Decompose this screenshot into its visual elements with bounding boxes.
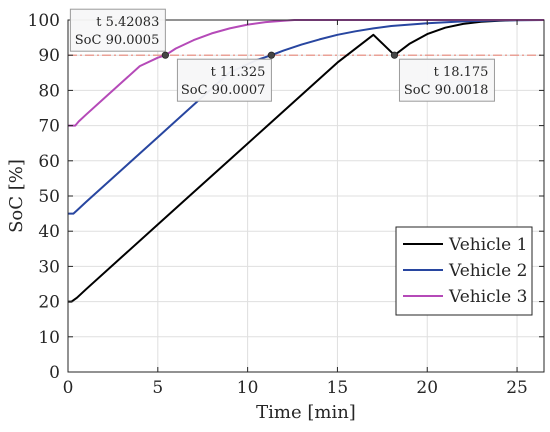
y-tick-label: 80: [38, 81, 60, 101]
x-tick-label: 5: [152, 378, 163, 398]
y-tick-label: 0: [49, 363, 60, 383]
x-tick-label: 10: [237, 378, 259, 398]
y-tick-label: 40: [38, 222, 60, 242]
datatip-soc: SoC 90.0005: [75, 33, 160, 48]
y-tick-label: 10: [38, 328, 60, 348]
legend[interactable]: Vehicle 1 Vehicle 2 Vehicle 3: [395, 226, 533, 316]
x-tick-label: 25: [506, 378, 528, 398]
x-tick-label: 20: [416, 378, 438, 398]
legend-label-vehicle-2: Vehicle 2: [448, 261, 527, 281]
legend-label-vehicle-3: Vehicle 3: [448, 287, 527, 307]
y-tick-label: 100: [28, 11, 60, 31]
datatip-time: t 5.42083: [96, 15, 159, 30]
datatip-box: [398, 58, 495, 102]
x-tick-label: 15: [327, 378, 349, 398]
y-tick-label: 30: [38, 257, 60, 277]
x-tick-label: 0: [63, 378, 74, 398]
datatip-box: [176, 58, 272, 102]
x-axis-label: Time [min]: [256, 402, 356, 423]
legend-label-vehicle-1: Vehicle 1: [448, 235, 527, 255]
datatip-soc: SoC 90.0007: [181, 83, 266, 98]
datatip-time: t 18.175: [434, 65, 489, 80]
y-tick-label: 90: [38, 46, 60, 66]
x-ticks: 0 5 10 15 20 25: [63, 20, 528, 398]
y-axis-label: SoC [%]: [6, 159, 27, 233]
datatip-marker[interactable]: [161, 51, 169, 59]
y-tick-label: 60: [38, 152, 60, 172]
y-tick-label: 70: [38, 117, 60, 137]
datatip-soc: SoC 90.0018: [404, 83, 489, 98]
datatip[interactable]: t 18.175 SoC 90.0018: [398, 58, 495, 102]
y-tick-label: 20: [38, 293, 60, 313]
datatip-box: [69, 8, 166, 52]
y-ticks: 0 10 20 30 40 50 60 70 80 90 100: [28, 11, 544, 383]
series-line-vehicle-2: [68, 19, 545, 215]
datatip[interactable]: t 11.325 SoC 90.0007: [176, 58, 272, 102]
datatip-marker[interactable]: [390, 51, 399, 59]
datatip[interactable]: t 5.42083 SoC 90.0005: [69, 8, 166, 52]
datatip-time: t 11.325: [211, 65, 266, 80]
datatip-marker[interactable]: [267, 51, 276, 59]
y-tick-label: 50: [38, 187, 60, 207]
